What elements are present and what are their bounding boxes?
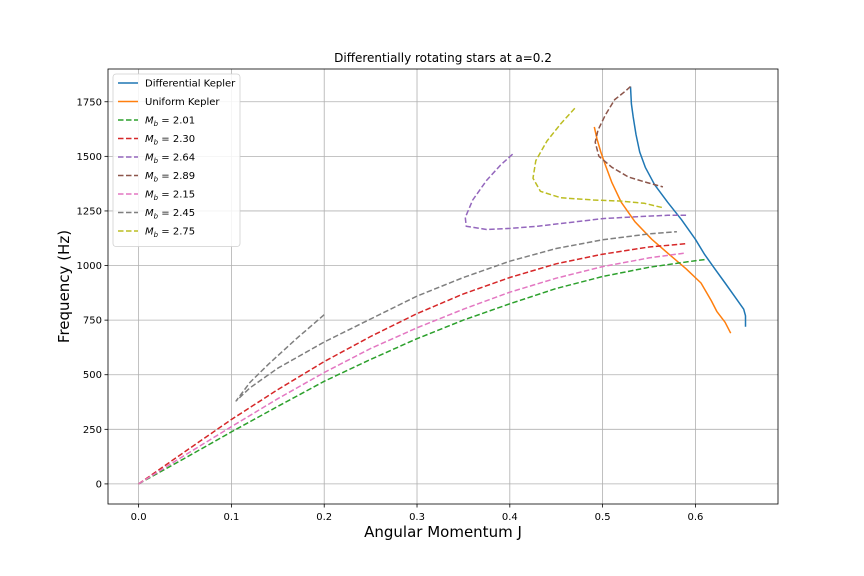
y-tick-label: 0 <box>96 479 102 490</box>
y-tick-label: 1750 <box>77 97 102 108</box>
y-tick-label: 1250 <box>77 206 102 217</box>
y-tick-label: 750 <box>83 316 102 327</box>
series-line-5 <box>594 85 664 188</box>
legend-label: Mb = 2.75 <box>145 227 195 240</box>
legend: Differential Kepler Uniform Kepler Mb = 2.… <box>112 73 241 247</box>
series-line-8 <box>532 107 664 209</box>
legend-label: Mb = 2.64 <box>145 153 195 166</box>
legend-label: Mb = 2.15 <box>145 190 195 203</box>
x-tick-label: 0.6 <box>687 512 703 523</box>
y-tick-label: 1500 <box>77 152 102 163</box>
plot-frame <box>107 68 779 505</box>
legend-label: Mb = 2.89 <box>145 171 195 184</box>
series-line-6 <box>138 252 687 485</box>
x-tick-label: 0.5 <box>595 512 611 523</box>
legend-label: Mb = 2.45 <box>145 208 195 221</box>
x-tick-label: 0.3 <box>409 512 425 523</box>
series-line-1 <box>593 126 732 334</box>
x-tick-label: 0.1 <box>223 512 239 523</box>
series-line-4 <box>464 153 687 231</box>
series-line-3 <box>138 242 687 485</box>
series-line-0 <box>629 86 747 327</box>
y-tick-label: 500 <box>83 370 102 381</box>
legend-label: Mb = 2.01 <box>145 116 195 129</box>
series-layer <box>138 85 747 485</box>
legend-label: Differential Kepler <box>145 79 236 90</box>
y-tick-label: 250 <box>83 425 102 436</box>
legend-label: Mb = 2.30 <box>145 134 195 147</box>
legend-box <box>112 73 241 247</box>
series-line-7 <box>235 230 677 402</box>
y-tick-label: 1000 <box>77 261 102 272</box>
chart-title: Differentially rotating stars at a=0.2 <box>334 51 552 65</box>
y-axis-label: Frequency (Hz) <box>55 230 73 343</box>
ticks: 0.0 0.1 0.2 0.3 0.4 0.5 0.6 0 250 500 750 1000 1250 1… <box>77 97 704 523</box>
x-axis-label: Angular Momentum J <box>364 523 522 541</box>
grid <box>108 69 778 504</box>
x-tick-label: 0.0 <box>131 512 147 523</box>
series-line-2 <box>138 258 705 485</box>
x-tick-label: 0.2 <box>316 512 332 523</box>
x-tick-label: 0.4 <box>502 512 518 523</box>
legend-label: Uniform Kepler <box>145 97 220 108</box>
